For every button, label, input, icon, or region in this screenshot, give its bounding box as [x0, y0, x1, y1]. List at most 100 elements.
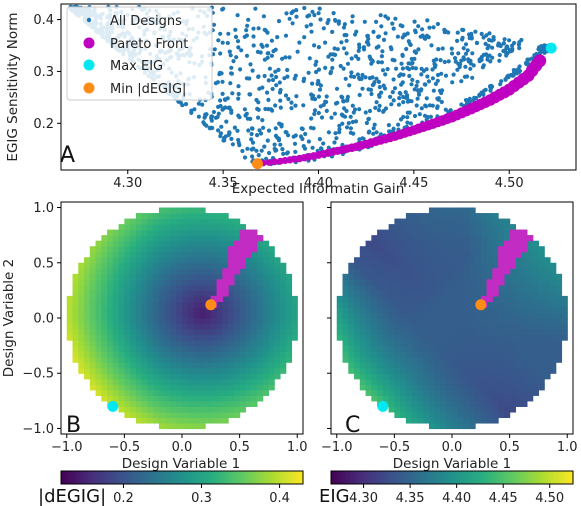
heatmap-cell	[377, 246, 384, 253]
design-point	[251, 146, 256, 151]
heatmap-cell	[371, 334, 378, 341]
heatmap-cell	[285, 351, 293, 358]
design-point	[376, 44, 381, 49]
pareto-cell	[515, 235, 522, 242]
heatmap-cell	[176, 235, 183, 242]
heatmap-cell	[515, 329, 522, 336]
heatmap-cell	[417, 312, 424, 319]
heatmap-cell	[124, 323, 131, 330]
heatmap-cell	[365, 378, 372, 385]
heatmap-cell	[446, 251, 453, 258]
heatmap-cell	[457, 312, 465, 319]
design-point	[371, 29, 376, 34]
heatmap-cell	[251, 362, 258, 369]
heatmap-cell	[153, 284, 160, 291]
heatmap-cell	[147, 384, 154, 391]
heatmap-cell	[205, 406, 212, 413]
design-point	[219, 124, 224, 129]
heatmap-cell	[411, 246, 419, 253]
heatmap-cell	[434, 340, 442, 347]
heatmap-cell	[463, 411, 470, 419]
heatmap-cell	[107, 395, 114, 402]
design-point	[244, 28, 249, 33]
design-point	[394, 66, 399, 71]
design-point	[486, 43, 491, 49]
design-point	[323, 99, 328, 104]
heatmap-cell	[112, 389, 120, 396]
heatmap-cell	[141, 301, 149, 308]
legend-marker-all	[86, 17, 92, 23]
heatmap-cell	[141, 268, 149, 275]
heatmap-cell	[428, 384, 436, 391]
heatmap-cell	[457, 318, 465, 325]
heatmap-cell	[475, 367, 482, 374]
heatmap-cell	[89, 262, 97, 269]
heatmap-cell	[239, 318, 246, 325]
design-point	[308, 125, 314, 130]
heatmap-cell	[176, 351, 183, 358]
heatmap-cell	[182, 290, 189, 297]
heatmap-cell	[457, 351, 465, 358]
heatmap-cell	[400, 362, 407, 369]
design-point	[410, 65, 415, 70]
heatmap-cell	[365, 301, 372, 308]
heatmap-cell	[457, 334, 465, 341]
heatmap-cell	[239, 301, 246, 308]
heatmap-cell	[555, 345, 563, 352]
heatmap-cell	[205, 279, 212, 286]
heatmap-cell	[503, 373, 511, 380]
heatmap-cell	[285, 284, 293, 291]
heatmap-cell	[95, 257, 102, 264]
heatmap-cell	[135, 362, 143, 369]
heatmap-cell	[84, 312, 91, 319]
heatmap-cell	[158, 218, 166, 225]
heatmap-cell	[95, 279, 102, 286]
heatmap-cell	[176, 389, 183, 396]
heatmap-cell	[394, 406, 401, 413]
design-point	[270, 77, 276, 83]
design-point	[334, 136, 339, 141]
design-point	[442, 30, 447, 35]
heatmap-cell	[446, 356, 453, 363]
heatmap-cell	[274, 334, 281, 341]
heatmap-cell	[526, 279, 534, 286]
heatmap-cell	[228, 378, 235, 385]
heatmap-cell	[452, 318, 459, 325]
heatmap-cell	[544, 318, 551, 325]
heatmap-cell	[95, 295, 102, 303]
heatmap-cell	[274, 279, 281, 286]
heatmap-cell	[239, 323, 246, 330]
design-point	[278, 105, 283, 110]
heatmap-cell	[463, 213, 470, 220]
heatmap-cell	[135, 312, 143, 319]
heatmap-cell	[365, 279, 372, 286]
heatmap-cell	[147, 306, 154, 314]
heatmap-cell	[509, 395, 516, 402]
heatmap-cell	[72, 356, 79, 363]
design-point	[289, 100, 294, 105]
heatmap-cell	[457, 235, 465, 242]
heatmap-cell	[205, 378, 212, 385]
heatmap-cell	[463, 235, 470, 242]
heatmap-cell	[400, 251, 407, 258]
heatmap-cell	[130, 362, 137, 369]
heatmap-cell	[423, 395, 430, 402]
heatmap-cell	[176, 290, 183, 297]
heatmap-cell	[199, 312, 206, 319]
heatmap-cell	[84, 306, 91, 314]
heatmap-cell	[285, 306, 293, 314]
heatmap-cell	[228, 367, 235, 374]
heatmap-cell	[210, 356, 218, 363]
heatmap-cell	[509, 378, 516, 385]
design-point	[397, 90, 402, 96]
heatmap-cell	[492, 318, 499, 325]
heatmap-cell	[205, 351, 212, 358]
heatmap-cell	[446, 279, 453, 286]
heatmap-cell	[228, 318, 235, 325]
heatmap-cell	[158, 279, 166, 286]
heatmap-cell	[515, 389, 522, 396]
design-point	[396, 102, 402, 107]
heatmap-cell	[239, 329, 246, 336]
design-point	[461, 46, 466, 51]
heatmap-cell	[222, 417, 229, 424]
